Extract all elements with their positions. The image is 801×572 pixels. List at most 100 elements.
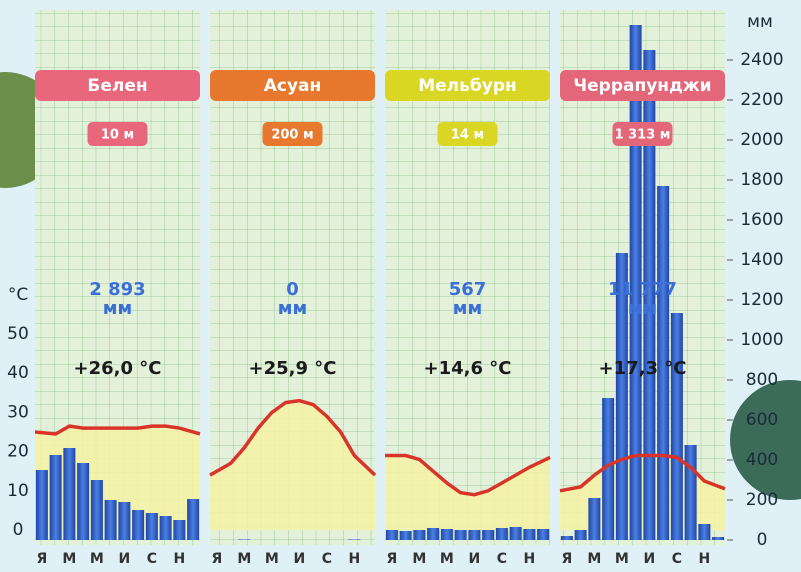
precip-bar	[468, 530, 481, 540]
mean-temp: +17,3 °С	[599, 358, 687, 379]
precip-bar	[588, 498, 601, 540]
month-label: И	[469, 551, 481, 567]
precip-bar	[173, 520, 186, 540]
precip-bar	[482, 530, 495, 540]
precip-bar	[63, 448, 76, 540]
y2-tick-label: 50	[7, 324, 29, 344]
month-label: М	[265, 551, 279, 567]
precip-bar	[657, 186, 670, 540]
annual-precip: 2 893	[89, 279, 145, 300]
altitude: 1 313 м	[615, 128, 671, 143]
panel-title: Мельбурн	[418, 76, 517, 96]
month-label: Н	[349, 551, 361, 567]
altitude: 14 м	[451, 128, 484, 143]
precip-bar	[413, 530, 426, 540]
month-label: Н	[524, 551, 536, 567]
title-box	[385, 70, 550, 101]
month-label: С	[322, 551, 332, 567]
precip-bar	[187, 499, 200, 540]
y-tick-label: 1600	[740, 210, 783, 230]
mean-temp: +26,0 °С	[74, 358, 162, 379]
annual-precip-unit: мм	[628, 298, 657, 319]
title-box	[560, 70, 725, 101]
temperature-area	[35, 426, 200, 530]
altitude-box	[612, 122, 673, 146]
y-tick-label: 2000	[740, 130, 783, 150]
month-label: М	[62, 551, 76, 567]
y-tick-label: 2400	[740, 50, 783, 70]
precip-bar	[348, 539, 361, 540]
y-tick-label: 1200	[740, 290, 783, 310]
precip-bar	[643, 50, 656, 540]
precip-bar	[509, 527, 522, 540]
annual-precip: 567	[449, 279, 487, 300]
y2-tick-label: 0	[13, 520, 24, 540]
precip-bar	[712, 537, 725, 540]
precip-bar	[385, 530, 398, 540]
precip-bar	[629, 25, 642, 540]
altitude-box	[87, 122, 148, 146]
precip-bar	[238, 539, 251, 540]
precip-bar	[615, 253, 628, 540]
month-label: Я	[561, 551, 572, 567]
precip-bar	[495, 528, 508, 540]
annual-precip-unit: мм	[453, 298, 482, 319]
panel-title: Белен	[87, 76, 147, 96]
precip-bar	[602, 398, 615, 540]
y2-tick-label: 30	[7, 402, 29, 422]
month-label: С	[147, 551, 157, 567]
precip-bar	[159, 516, 172, 540]
y-tick-label: 600	[746, 410, 778, 430]
precip-bar	[35, 470, 48, 540]
month-label: Н	[174, 551, 186, 567]
annual-precip: 0	[286, 279, 299, 300]
mean-temp: +14,6 °С	[424, 358, 512, 379]
y-tick-label: 200	[746, 490, 778, 510]
annual-precip-unit: мм	[278, 298, 307, 319]
precip-bar	[427, 528, 440, 540]
month-label: М	[237, 551, 251, 567]
y2-axis-label: °С	[8, 285, 28, 305]
altitude: 10 м	[101, 128, 134, 143]
temperature-area	[210, 400, 375, 530]
temperature-line	[385, 453, 551, 497]
month-label: И	[644, 551, 656, 567]
y2-tick-label: 20	[7, 442, 29, 462]
annual-precip: 11 777	[608, 279, 677, 300]
precip-bar	[454, 530, 467, 540]
month-label: Я	[386, 551, 397, 567]
temperature-line	[34, 424, 201, 436]
precip-bar	[399, 531, 412, 540]
month-label: С	[672, 551, 682, 567]
precip-bar	[684, 445, 697, 540]
precip-bar	[145, 513, 158, 540]
precip-bar	[523, 529, 536, 540]
y-tick-label: 1400	[740, 250, 783, 270]
annual-precip-unit: мм	[103, 298, 132, 319]
title-box	[35, 70, 200, 101]
panel-title: Асуан	[264, 76, 322, 96]
panel-title: Черрапунджи	[573, 76, 711, 96]
photo-right	[730, 380, 801, 500]
month-label: Я	[211, 551, 222, 567]
precip-bar	[90, 480, 103, 540]
temperature-area	[385, 455, 550, 530]
y-tick-label: 1000	[740, 330, 783, 350]
month-label: М	[90, 551, 104, 567]
y-tick-label: 2200	[740, 90, 783, 110]
y-tick-label: 1800	[740, 170, 783, 190]
precip-bar	[77, 463, 90, 540]
month-label: С	[497, 551, 507, 567]
month-label: М	[440, 551, 454, 567]
y2-tick-label: 40	[7, 363, 29, 383]
temperature-line	[209, 398, 377, 477]
precip-bar	[49, 455, 62, 540]
month-label: И	[119, 551, 131, 567]
precip-bar	[560, 536, 573, 540]
precip-bar	[574, 530, 587, 540]
precip-bar	[118, 502, 131, 540]
y-tick-label: 0	[757, 530, 768, 550]
month-label: Я	[36, 551, 47, 567]
month-label: М	[412, 551, 426, 567]
